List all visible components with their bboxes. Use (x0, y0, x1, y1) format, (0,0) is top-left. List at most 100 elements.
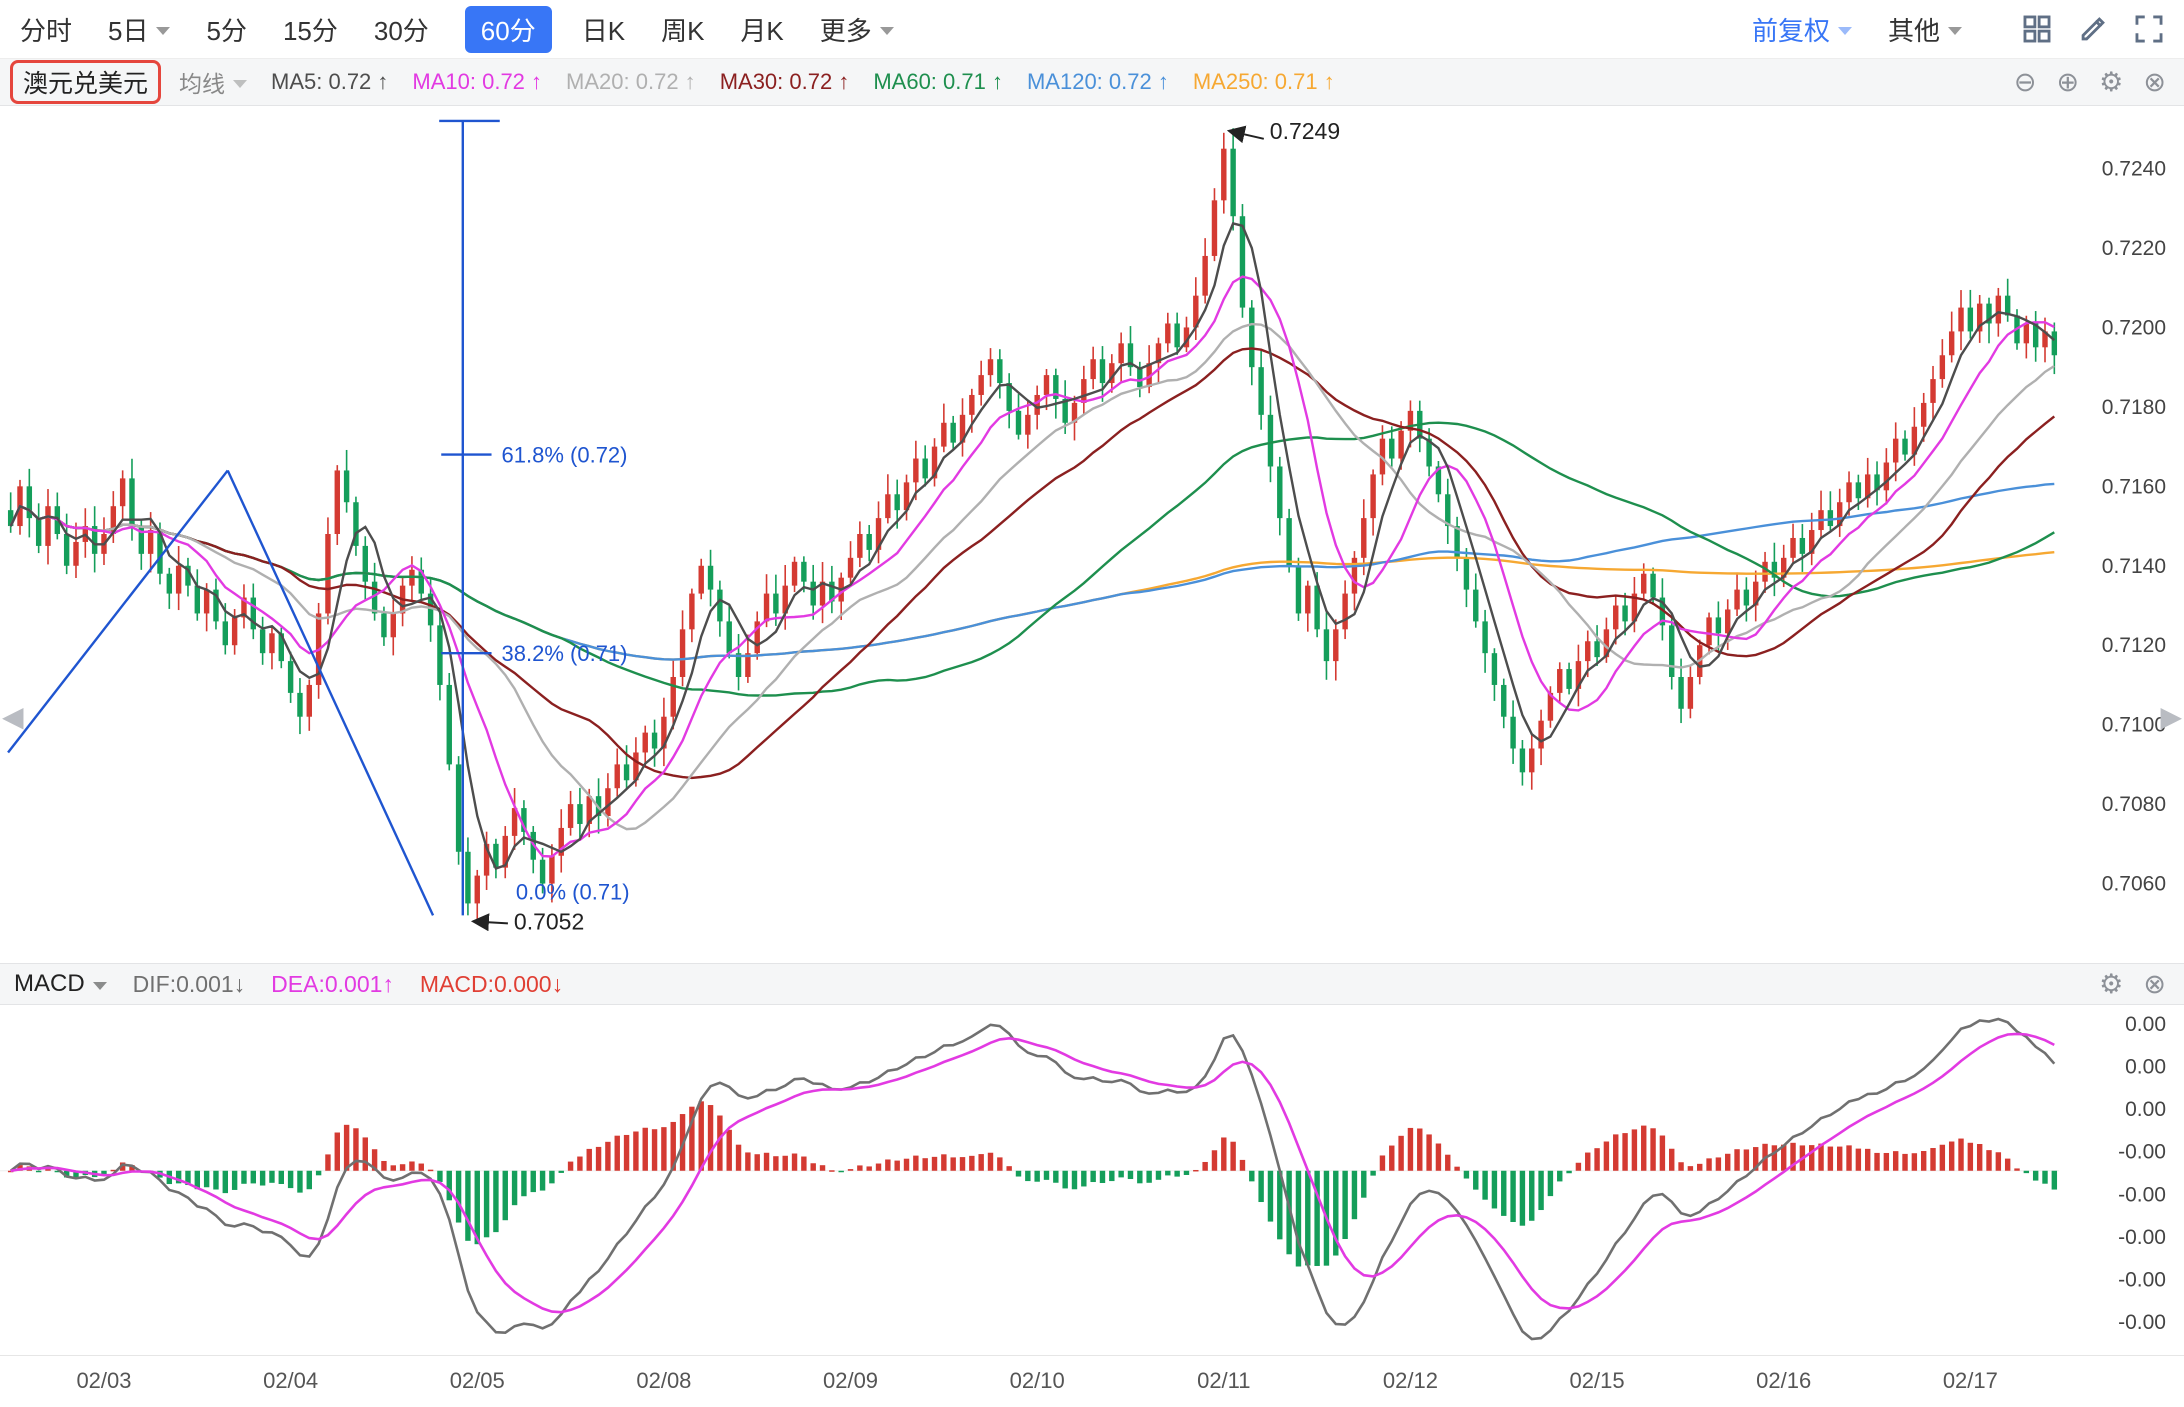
time-axis: 02/03 02/04 02/05 02/08 02/09 02/10 02/11 02/12… (0, 1355, 2184, 1407)
timeframe-button-30分[interactable]: 30分 (374, 11, 429, 48)
ma30-line (9, 347, 2056, 780)
time-axis-label: 02/04 (263, 1368, 319, 1393)
option-label: 其他 (1887, 15, 1940, 46)
ma-values-group: MA5: 0.72 ↑ MA10: 0.72 ↑ MA20: 0.72 ↑ MA30:… (247, 69, 1335, 95)
zoom-in-icon[interactable]: ⊕ (2056, 66, 2080, 97)
fib-level-label: 0.0% (0.71) (516, 880, 630, 905)
price-axis-label: 0.7220 (2102, 237, 2166, 260)
ma20-line (9, 322, 2055, 831)
chevron-down-icon (1948, 27, 1962, 35)
price-axis-label: 0.7180 (2102, 396, 2166, 419)
ma-value-MA5: MA5: 0.72 ↑ (271, 69, 389, 94)
chevron-down-icon (1837, 27, 1852, 35)
close-icon[interactable]: ⊗ (2143, 66, 2166, 97)
timeframe-label: 日K (581, 15, 626, 46)
macd-values-group: DIF:0.001↓ DEA:0.001↑ MACD:0.000↓ (107, 971, 563, 998)
macd-axis-label: 0.00 (2125, 1056, 2166, 1079)
price-annotation: 0.7052 (514, 908, 584, 934)
settings-icon[interactable]: ⚙ (2099, 968, 2124, 999)
draw-tools-icon[interactable] (2076, 12, 2110, 46)
timeframe-label: 周K (661, 15, 705, 46)
zoom-out-icon[interactable]: ⊖ (2013, 66, 2037, 97)
timeframe-label: 5日 (108, 15, 149, 46)
macd-legend: MACD DIF:0.001↓ DEA:0.001↑ MACD:0.000↓ (0, 970, 563, 998)
time-axis-label: 02/09 (822, 1368, 879, 1393)
macd-canvas: 0.00 0.00 0.00 -0.00 -0.00 -0.00 -0.00 -0.00 (0, 1013, 2166, 1341)
macd-chart[interactable]: 0.00 0.00 0.00 -0.00 -0.00 -0.00 -0.00 -0.00 (0, 1005, 2184, 1355)
timeframe-label: 分时 (20, 15, 73, 46)
timeframe-button-日K[interactable]: 日K (582, 11, 625, 48)
ma-value-MA20: MA20: 0.72 ↑ (566, 69, 696, 94)
timeframe-label: 更多 (819, 15, 872, 46)
macd-value-DIF: DIF:0.001↓ (132, 970, 246, 997)
option-前复权[interactable]: 前复权 (1752, 11, 1852, 48)
ma10-line (9, 275, 2055, 858)
timeframe-button-15分[interactable]: 15分 (283, 11, 338, 48)
macd-value-MACD: MACD:0.000↓ (419, 970, 564, 997)
main-panel-icons: ⊖ ⊕ ⚙ ⊗ (1994, 66, 2184, 97)
timeframe-label: 30分 (373, 15, 429, 46)
macd-histogram-layer (7, 1101, 2058, 1267)
timeframe-button-60分[interactable]: 60分 (464, 5, 552, 53)
pan-right-arrow[interactable]: ▶ (2160, 701, 2182, 732)
price-axis-label: 0.7200 (2102, 316, 2166, 339)
main-candlestick-chart[interactable]: 61.8% (0.72) 38.2% (0.71) 0.0% (0.71) 0.724… (0, 105, 2184, 963)
time-axis-label: 02/05 (449, 1368, 505, 1393)
price-axis-label: 0.7160 (2102, 475, 2166, 498)
price-axis-label: 0.7120 (2102, 634, 2166, 657)
ma60-line (9, 421, 2055, 697)
macd-axis-label: -0.00 (2118, 1141, 2166, 1164)
timeframe-button-更多[interactable]: 更多 (820, 11, 894, 48)
chevron-down-icon (92, 982, 107, 990)
price-axis-label: 0.7140 (2102, 555, 2166, 578)
macd-axis-label: -0.00 (2118, 1226, 2166, 1249)
candles-layer (7, 128, 2058, 923)
main-chart-canvas: 61.8% (0.72) 38.2% (0.71) 0.0% (0.71) 0.724… (7, 118, 2166, 934)
indicator-selector-dropdown[interactable]: MACD (14, 970, 107, 998)
timeframe-button-周K[interactable]: 周K (661, 11, 704, 48)
price-axis-label: 0.7080 (2102, 793, 2166, 816)
timeframe-label: 60分 (480, 15, 536, 46)
timeframe-button-5分[interactable]: 5分 (206, 11, 246, 48)
price-annotation: 0.7249 (1270, 118, 1340, 144)
ma-value-MA10: MA10: 0.72 ↑ (412, 69, 543, 94)
macd-axis-label: -0.00 (2118, 1268, 2166, 1291)
pan-left-arrow[interactable]: ◀ (2, 701, 24, 732)
ma-value-MA30: MA30: 0.72 ↑ (719, 69, 850, 94)
macd-title: MACD (14, 970, 85, 997)
symbol-label[interactable]: 澳元兑美元 (10, 60, 162, 104)
close-icon[interactable]: ⊗ (2143, 968, 2166, 999)
ma-selector-label: 均线 (179, 71, 226, 97)
ma-value-MA250: MA250: 0.71 ↑ (1192, 69, 1335, 94)
time-axis-label: 02/17 (1942, 1368, 1998, 1393)
time-axis-label: 02/03 (76, 1368, 132, 1393)
macd-panel-icons: ⚙ ⊗ (2079, 968, 2184, 999)
ma-selector-dropdown[interactable]: 均线 (179, 65, 248, 99)
timeframe-button-月K[interactable]: 月K (740, 11, 783, 48)
toolbar-right-group: 前复权 其他 (1752, 11, 2184, 48)
timeframe-button-5日[interactable]: 5日 (108, 11, 171, 48)
time-axis-label: 02/10 (1009, 1368, 1065, 1393)
time-axis-label: 02/08 (636, 1368, 692, 1393)
grid-layout-icon[interactable] (2020, 12, 2054, 46)
fullscreen-icon[interactable] (2132, 12, 2166, 46)
macd-value-DEA: DEA:0.001↑ (271, 970, 394, 997)
time-axis-label: 02/12 (1382, 1368, 1438, 1393)
ma-legend: 澳元兑美元 均线 MA5: 0.72 ↑ MA10: 0.72 ↑ MA20: 0.… (0, 60, 1335, 104)
macd-axis-label: -0.00 (2118, 1183, 2166, 1206)
time-axis-label: 02/16 (1756, 1368, 1812, 1393)
time-axis-label: 02/15 (1569, 1368, 1625, 1393)
macd-axis-label: 0.00 (2125, 1098, 2166, 1121)
fib-level-label: 61.8% (0.72) (502, 443, 628, 468)
ma5-line (9, 221, 2056, 870)
fib-drawing-layer: 61.8% (0.72) 38.2% (0.71) 0.0% (0.71) (7, 119, 630, 916)
price-axis-label: 0.7100 (2102, 714, 2166, 737)
price-axis-label: 0.7240 (2102, 158, 2166, 181)
option-其他[interactable]: 其他 (1888, 11, 1962, 48)
settings-icon[interactable]: ⚙ (2099, 66, 2124, 97)
main-chart-header: 澳元兑美元 均线 MA5: 0.72 ↑ MA10: 0.72 ↑ MA20: 0.… (0, 59, 2184, 106)
timeframe-label: 15分 (282, 15, 338, 46)
option-label: 前复权 (1751, 15, 1830, 46)
timeframe-button-分时[interactable]: 分时 (20, 11, 72, 48)
chevron-down-icon (156, 27, 171, 35)
